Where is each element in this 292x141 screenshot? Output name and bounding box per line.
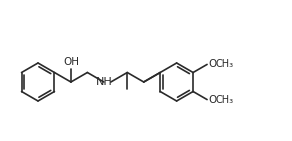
Text: NH: NH [95,77,112,87]
Text: O: O [208,95,216,105]
Text: CH₃: CH₃ [215,95,233,105]
Text: CH₃: CH₃ [215,59,233,69]
Text: O: O [208,59,216,69]
Text: OH: OH [63,57,79,67]
